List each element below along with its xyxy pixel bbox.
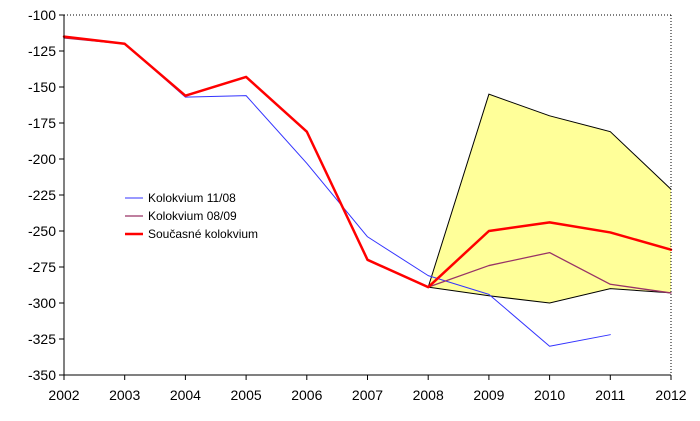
projection-band xyxy=(428,94,671,303)
x-tick-label: 2010 xyxy=(534,387,565,403)
y-tick-label: -350 xyxy=(28,367,56,383)
y-tick-label: -250 xyxy=(28,223,56,239)
x-tick-label: 2006 xyxy=(291,387,322,403)
legend: Kolokvium 11/08 Kolokvium 08/09 Současné k… xyxy=(121,188,261,246)
y-tick-label: -175 xyxy=(28,115,56,131)
x-tick-label: 2008 xyxy=(413,387,444,403)
legend-label: Kolokvium 08/09 xyxy=(148,209,237,223)
y-tick-label: -300 xyxy=(28,295,56,311)
legend-box xyxy=(121,188,261,246)
x-tick-label: 2003 xyxy=(109,387,140,403)
x-tick-label: 2005 xyxy=(231,387,262,403)
series-layer xyxy=(62,35,673,347)
legend-label: Kolokvium 11/08 xyxy=(148,191,236,205)
y-tick-label: -325 xyxy=(28,331,56,347)
y-tick-label: -225 xyxy=(28,187,56,203)
legend-label: Současné kolokvium xyxy=(148,227,258,241)
y-tick-label: -100 xyxy=(28,7,56,23)
projection-band-layer xyxy=(427,93,672,304)
x-tick-label: 2011 xyxy=(595,387,625,403)
x-tick-label: 2004 xyxy=(170,387,201,403)
x-axis: 2002 2003 2004 2005 2006 2007 2008 2009 2010 2011… xyxy=(48,375,687,403)
y-tick-label: -150 xyxy=(28,79,56,95)
band-lower-edge xyxy=(428,286,672,304)
y-tick-label: -125 xyxy=(28,43,56,59)
x-tick-label: 2007 xyxy=(352,387,383,403)
x-tick-label: 2009 xyxy=(473,387,504,403)
band-upper-edge xyxy=(427,93,672,288)
y-axis: -100 -125 -150 -175 -200 -225 -250 -275 -300 -325… xyxy=(28,7,64,383)
x-tick-label: 2012 xyxy=(655,387,686,403)
y-tick-label: -200 xyxy=(28,151,56,167)
x-tick-label: 2002 xyxy=(48,387,79,403)
series-line-3 xyxy=(62,35,673,289)
y-tick-label: -275 xyxy=(28,259,56,275)
